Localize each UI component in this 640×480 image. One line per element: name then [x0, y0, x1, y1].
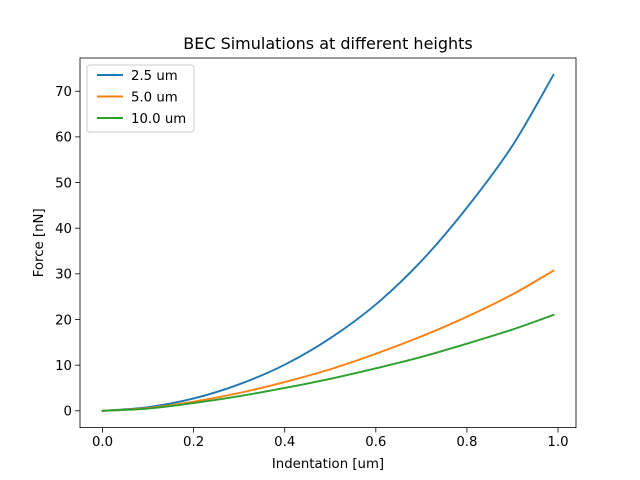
y-tick-label: 30: [55, 268, 72, 283]
series-line-2: [101, 269, 555, 412]
legend-label: 2.5 um: [131, 69, 178, 84]
x-axis: 0.0 0.2 0.4 0.6 0.8 1.0: [92, 427, 569, 450]
y-tick-label: 0: [64, 405, 72, 420]
y-tick-label: 70: [55, 85, 72, 100]
x-tick-label: 0.2: [183, 435, 204, 450]
plot-area: [79, 57, 577, 429]
y-tick-label: 10: [55, 359, 72, 374]
x-tick-label: 1.0: [547, 435, 568, 450]
y-tick-label: 40: [55, 222, 72, 237]
chart-title: BEC Simulations at different heights: [183, 34, 473, 53]
x-tick-label: 0.6: [365, 435, 386, 450]
x-tick-label: 0.4: [274, 435, 295, 450]
y-tick-label: 60: [55, 131, 72, 146]
x-axis-label: Indentation [um]: [272, 457, 384, 472]
x-tick-label: 0.0: [92, 435, 113, 450]
y-axis-label: Force [nN]: [32, 208, 47, 277]
legend: 2.5 um 5.0 um 10.0 um: [86, 64, 195, 133]
x-tick-label: 0.8: [456, 435, 477, 450]
axes-frame: [79, 57, 577, 429]
series-line-3: [101, 313, 555, 412]
legend-label: 5.0 um: [131, 90, 178, 105]
series-layer: [101, 73, 555, 412]
legend-label: 10.0 um: [131, 112, 186, 127]
y-tick-label: 20: [55, 313, 72, 328]
y-tick-label: 50: [55, 176, 72, 191]
series-line-1: [101, 73, 555, 412]
y-axis: 0 10 20 30 40 50 60 70: [55, 85, 80, 420]
legend-box: [86, 64, 195, 133]
